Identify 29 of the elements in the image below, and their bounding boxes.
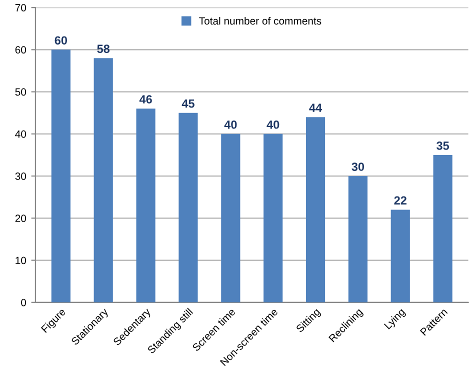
bar — [178, 112, 198, 302]
y-tick-label: 60 — [15, 46, 26, 54]
bar — [94, 58, 113, 302]
bar — [390, 210, 410, 302]
data-label: 45 — [182, 100, 194, 108]
bar — [136, 108, 156, 302]
bar — [221, 134, 240, 302]
y-tick-label: 70 — [15, 4, 26, 12]
bar — [51, 50, 70, 302]
data-label: 35 — [436, 142, 450, 150]
bar — [433, 154, 452, 302]
legend-label: Total number of comments — [199, 16, 322, 25]
data-label: 40 — [266, 120, 280, 129]
y-tick-label: 10 — [16, 256, 26, 264]
bar — [306, 117, 326, 302]
data-label: 44 — [309, 104, 322, 112]
data-label: 40 — [224, 120, 237, 129]
data-label: 22 — [394, 196, 406, 205]
y-tick-label: 50 — [15, 88, 26, 96]
bar — [264, 134, 283, 302]
data-label: 46 — [139, 95, 152, 104]
bar — [348, 176, 368, 302]
data-label: 58 — [97, 44, 110, 53]
y-tick-label: 30 — [15, 172, 26, 180]
y-tick-label: 0 — [21, 298, 26, 306]
y-tick-label: 40 — [15, 130, 26, 138]
data-label: 60 — [54, 36, 68, 45]
data-label: 30 — [352, 162, 364, 171]
y-tick-label: 20 — [15, 214, 26, 222]
